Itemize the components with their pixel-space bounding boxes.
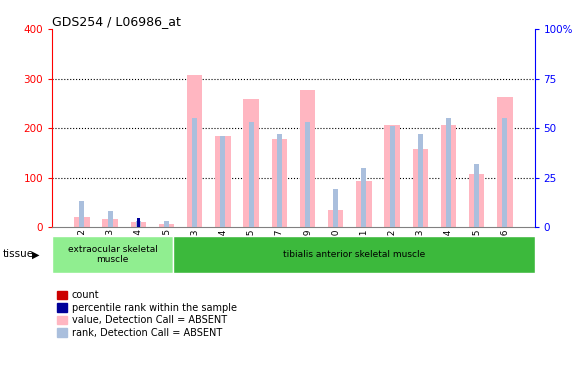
Bar — [215, 137, 231, 227]
Bar — [469, 174, 485, 227]
Bar — [305, 122, 310, 227]
Bar — [173, 236, 535, 273]
Bar — [131, 222, 146, 227]
Bar — [192, 118, 198, 227]
Bar — [52, 236, 173, 273]
Bar — [249, 122, 254, 227]
Bar — [333, 189, 338, 227]
Bar — [159, 224, 174, 227]
Bar — [271, 139, 287, 227]
Bar — [220, 136, 225, 227]
Bar — [446, 118, 451, 227]
Bar — [384, 125, 400, 227]
Text: GDS254 / L06986_at: GDS254 / L06986_at — [52, 15, 181, 28]
Bar — [328, 210, 343, 227]
Bar — [243, 100, 259, 227]
Bar — [356, 181, 372, 227]
Bar — [74, 217, 89, 227]
Bar — [300, 90, 315, 227]
Bar — [137, 218, 140, 227]
Bar — [361, 168, 367, 227]
Bar — [277, 134, 282, 227]
Bar — [107, 211, 113, 227]
Bar — [102, 219, 118, 227]
Bar — [136, 222, 141, 227]
Bar — [187, 75, 203, 227]
Text: tibialis anterior skeletal muscle: tibialis anterior skeletal muscle — [282, 250, 425, 259]
Bar — [503, 118, 507, 227]
Bar — [164, 221, 169, 227]
Bar — [413, 149, 428, 227]
Bar — [497, 97, 512, 227]
Bar — [474, 164, 479, 227]
Text: extraocular skeletal
muscle: extraocular skeletal muscle — [67, 244, 157, 264]
Text: tissue: tissue — [3, 249, 34, 259]
Legend: count, percentile rank within the sample, value, Detection Call = ABSENT, rank, : count, percentile rank within the sample… — [57, 290, 236, 337]
Text: ▶: ▶ — [32, 249, 40, 259]
Bar — [389, 126, 394, 227]
Bar — [80, 201, 84, 227]
Bar — [441, 125, 456, 227]
Bar — [136, 221, 141, 227]
Bar — [418, 134, 423, 227]
